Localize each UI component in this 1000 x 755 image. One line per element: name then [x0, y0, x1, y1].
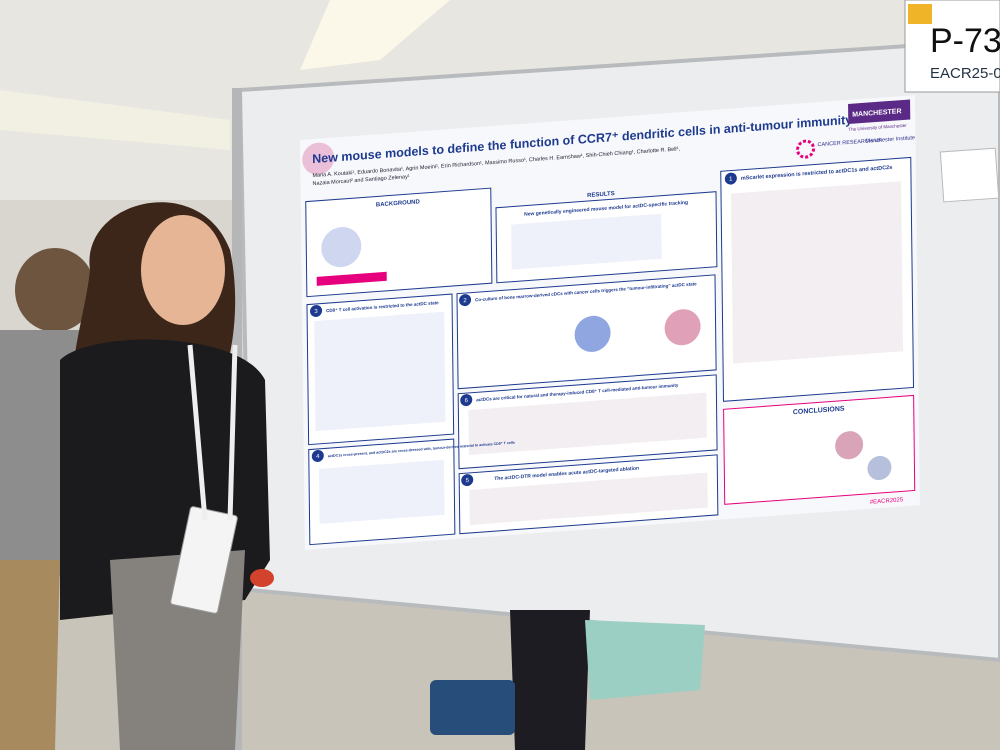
callout: [316, 271, 387, 286]
figure: [731, 181, 904, 364]
person-trousers: [0, 560, 60, 750]
figure: [664, 309, 701, 346]
badge: [461, 474, 474, 487]
ceiling-light: [0, 90, 230, 150]
figure: [314, 311, 446, 432]
person-bottom: [585, 620, 705, 700]
panel: [305, 187, 493, 298]
figure: [468, 392, 707, 455]
badge-number: 4: [316, 454, 320, 460]
badge: [460, 394, 473, 407]
decoration: [302, 142, 335, 175]
university-logo: [848, 99, 911, 124]
sign-logo: [908, 4, 932, 24]
section-heading: RESULTS: [587, 191, 615, 199]
scrunchie: [250, 569, 274, 587]
figure: [574, 315, 611, 352]
person-bottom: [510, 610, 590, 750]
cruk-logo: [796, 139, 816, 159]
badge-number: 5: [466, 478, 470, 484]
bag: [430, 680, 515, 735]
name-badge: [170, 506, 238, 614]
sticky-note: [939, 147, 1000, 203]
person-face: [141, 215, 225, 325]
badge-number: 1: [729, 176, 733, 182]
figure: [469, 472, 708, 525]
section-heading: BACKGROUND: [376, 199, 421, 208]
institute-name: Manchester Institute: [865, 135, 915, 145]
figure: [511, 213, 662, 270]
figure: [321, 227, 362, 268]
badge: [311, 449, 324, 462]
badge-number: 3: [314, 309, 318, 315]
university-name: MANCHESTER: [852, 108, 901, 119]
ceiling-light: [300, 0, 450, 70]
cruk-name: CANCER RESEARCH UK: [817, 138, 882, 149]
figure: [318, 459, 445, 524]
lanyard: [187, 344, 238, 521]
badge-number: 6: [465, 398, 469, 404]
poster-code: P-73: [930, 22, 1000, 60]
hashtag: #EACR2025: [870, 497, 904, 505]
poster: New mouse models to define the function …: [300, 95, 920, 550]
badge-number: 2: [463, 298, 467, 304]
badge: [724, 172, 737, 185]
figure: [835, 431, 864, 460]
person-head: [15, 248, 95, 332]
figure: [867, 455, 892, 481]
university-sub: The University of Manchester: [848, 123, 907, 132]
abstract-code: EACR25-0: [930, 65, 1000, 82]
panel: [723, 394, 916, 505]
section-heading: CONCLUSIONS: [793, 406, 845, 417]
badge: [459, 294, 472, 307]
badge: [310, 304, 323, 317]
